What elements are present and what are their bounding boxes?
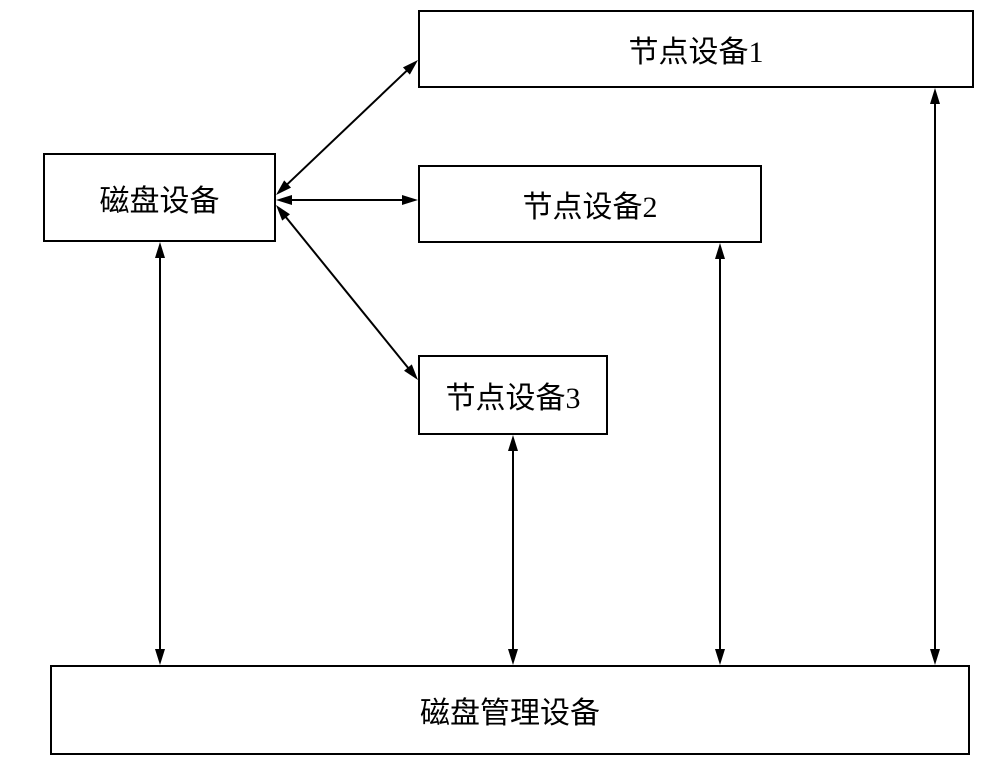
node-device-1: 节点设备1: [418, 10, 974, 88]
node-device-1-label: 节点设备1: [629, 27, 764, 71]
disk-mgmt-device-node: 磁盘管理设备: [50, 665, 970, 755]
disk-device-node: 磁盘设备: [43, 153, 276, 242]
node-device-3: 节点设备3: [418, 355, 608, 435]
disk-device-label: 磁盘设备: [100, 176, 220, 220]
node-device-2-label: 节点设备2: [523, 182, 658, 226]
disk-mgmt-device-label: 磁盘管理设备: [420, 688, 600, 732]
node-device-2: 节点设备2: [418, 165, 762, 243]
node-device-3-label: 节点设备3: [446, 373, 581, 417]
